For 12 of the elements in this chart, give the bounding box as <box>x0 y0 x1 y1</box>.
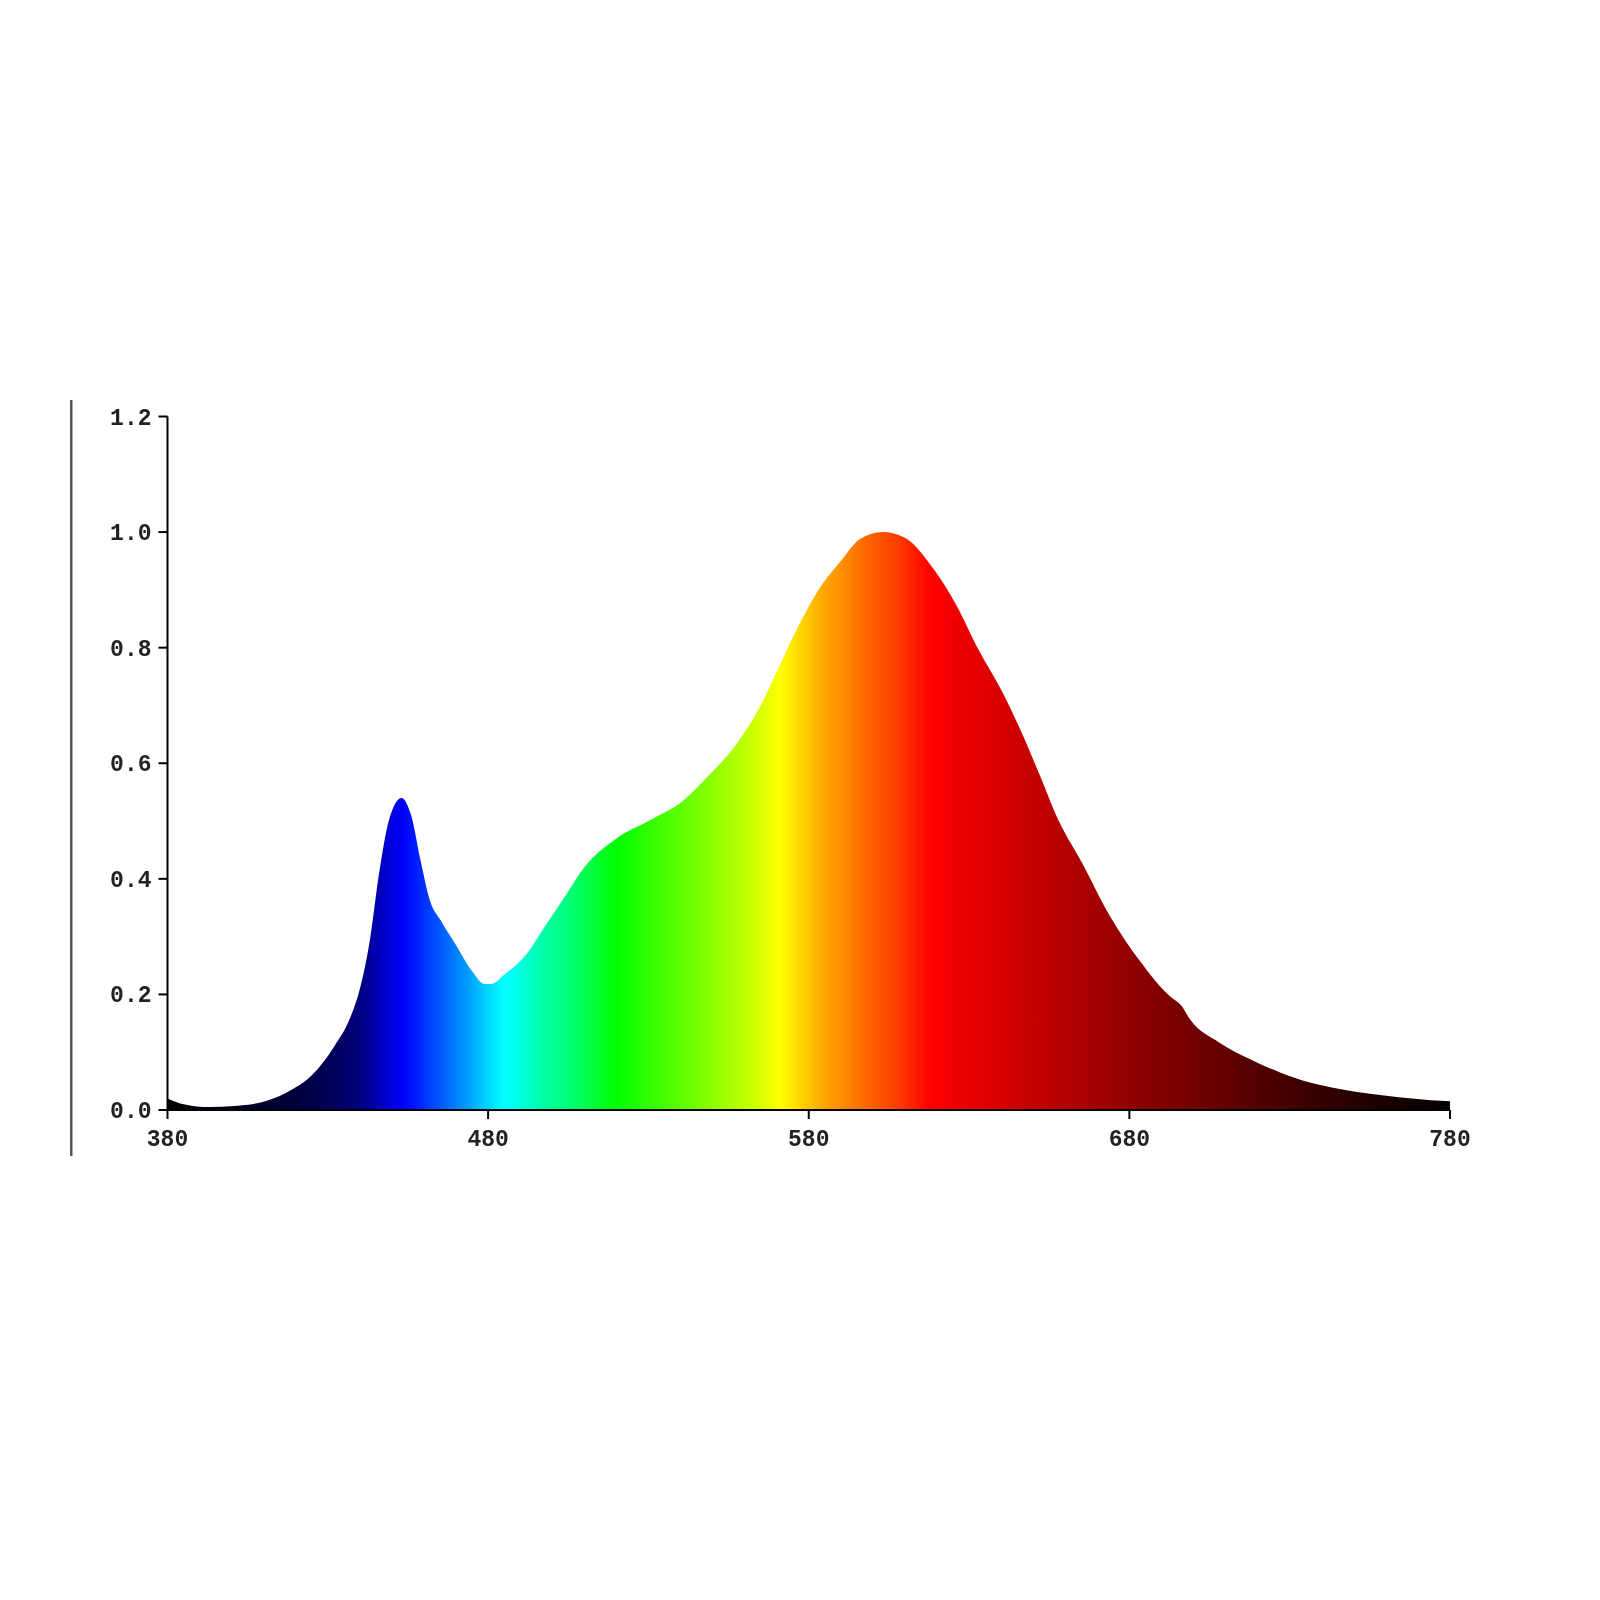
y-tick-label: 1.2 <box>110 405 152 432</box>
y-tick-label: 1.0 <box>110 521 152 548</box>
y-tick-label: 0.4 <box>110 867 152 894</box>
x-tick-label: 580 <box>788 1127 830 1154</box>
y-tick-label: 0.0 <box>110 1099 152 1126</box>
x-tick-label: 480 <box>467 1127 509 1154</box>
x-tick-label: 680 <box>1108 1127 1151 1154</box>
x-tick-label: 380 <box>146 1127 189 1154</box>
y-tick-label: 0.6 <box>110 752 152 779</box>
x-tick-label: 780 <box>1429 1127 1471 1154</box>
y-tick-label: 0.2 <box>110 983 152 1010</box>
y-tick-label: 0.8 <box>110 636 152 663</box>
